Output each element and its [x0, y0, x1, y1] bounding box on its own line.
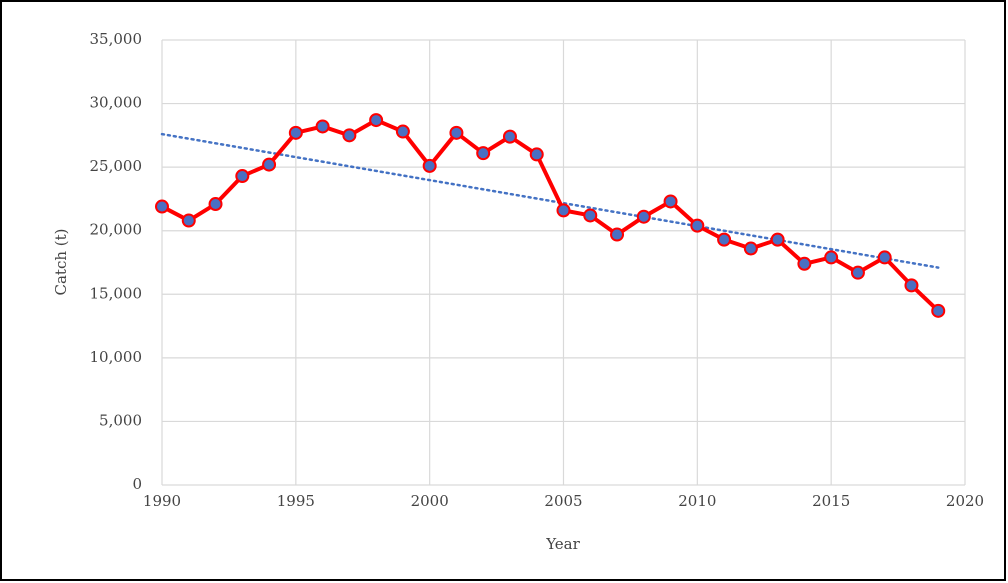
data-point — [529, 147, 544, 162]
data-point — [850, 265, 865, 280]
data-point — [690, 218, 705, 233]
data-point — [208, 197, 223, 212]
y-tick-label: 5,000 — [99, 411, 142, 429]
data-point — [824, 250, 839, 265]
data-point — [422, 158, 437, 173]
y-tick-label: 30,000 — [90, 94, 143, 112]
data-point — [342, 128, 357, 143]
data-point — [315, 119, 330, 134]
x-tick-label: 2000 — [411, 492, 449, 510]
data-point — [262, 157, 277, 172]
y-tick-label: 10,000 — [90, 348, 143, 366]
y-tick-label: 35,000 — [90, 30, 143, 48]
data-point — [663, 194, 678, 209]
trendline — [160, 132, 940, 269]
data-point — [743, 241, 758, 256]
data-point — [583, 208, 598, 223]
data-point — [797, 256, 812, 271]
data-point — [770, 232, 785, 247]
data-point — [717, 232, 732, 247]
data-point — [449, 125, 464, 140]
y-axis-title: Catch (t) — [52, 228, 70, 295]
data-point — [181, 213, 196, 228]
y-tick-label: 25,000 — [90, 157, 143, 175]
x-tick-label: 2020 — [946, 492, 984, 510]
data-point — [502, 129, 517, 144]
x-tick-label: 2005 — [544, 492, 582, 510]
data-point — [476, 146, 491, 161]
data-point — [235, 169, 250, 184]
x-tick-label: 1995 — [277, 492, 315, 510]
data-point — [636, 209, 651, 224]
data-point — [556, 203, 571, 218]
data-point — [904, 278, 919, 293]
data-point — [931, 303, 946, 318]
x-axis-title: Year — [545, 535, 580, 553]
data-point — [610, 227, 625, 242]
y-tick-label: 0 — [132, 475, 142, 493]
x-tick-label: 1990 — [143, 492, 181, 510]
y-tick-label: 15,000 — [90, 284, 143, 302]
x-tick-label: 2010 — [678, 492, 716, 510]
data-point — [877, 250, 892, 265]
x-tick-label: 2015 — [812, 492, 850, 510]
data-point — [288, 125, 303, 140]
y-tick-label: 20,000 — [90, 221, 143, 239]
data-point — [369, 113, 384, 128]
data-point — [395, 124, 410, 139]
data-point — [155, 199, 169, 214]
